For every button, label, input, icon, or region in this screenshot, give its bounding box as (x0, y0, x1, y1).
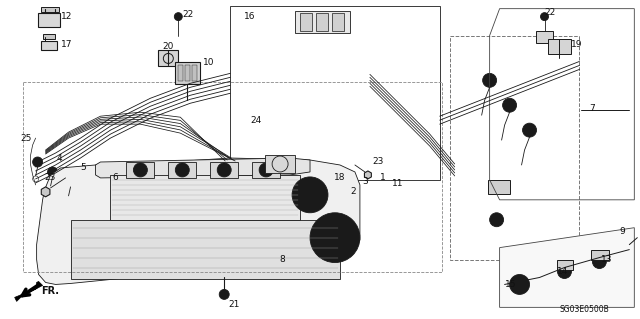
Bar (175, 63, 200, 84)
Circle shape (174, 13, 182, 21)
Bar (38, 13, 60, 26)
Bar (22, 82, 442, 271)
Circle shape (175, 163, 189, 177)
Bar (265, 155, 295, 173)
Circle shape (502, 98, 516, 112)
Text: 18: 18 (334, 174, 346, 182)
Bar (488, 180, 509, 194)
Circle shape (483, 73, 497, 87)
Text: 21: 21 (228, 300, 239, 309)
Polygon shape (41, 187, 50, 197)
Circle shape (259, 163, 273, 177)
Polygon shape (364, 171, 371, 179)
Circle shape (490, 213, 504, 227)
Circle shape (65, 177, 76, 187)
Circle shape (292, 177, 328, 213)
Text: 24: 24 (250, 116, 261, 125)
Circle shape (557, 264, 572, 278)
Bar (295, 11, 350, 33)
Circle shape (522, 123, 536, 137)
Bar (192, 65, 197, 81)
Circle shape (47, 167, 58, 177)
Bar (210, 162, 238, 178)
Text: FR.: FR. (42, 286, 60, 296)
Circle shape (310, 213, 360, 263)
Text: 17: 17 (61, 40, 72, 49)
Bar (186, 65, 190, 81)
Polygon shape (15, 281, 43, 301)
Bar (179, 65, 183, 81)
Circle shape (509, 274, 529, 294)
Polygon shape (500, 228, 634, 307)
Bar (158, 50, 179, 66)
Text: 23: 23 (372, 158, 383, 167)
Text: 16: 16 (244, 12, 255, 21)
Polygon shape (70, 220, 340, 279)
Text: 13: 13 (602, 255, 613, 264)
Text: 23: 23 (45, 174, 56, 182)
Text: 25: 25 (20, 134, 32, 143)
Circle shape (593, 255, 606, 269)
Text: SG03E0500B: SG03E0500B (559, 305, 609, 314)
Bar (547, 39, 572, 55)
Text: 22: 22 (545, 8, 556, 17)
Circle shape (327, 230, 343, 246)
Bar (316, 13, 328, 31)
Text: 9: 9 (620, 227, 625, 236)
Bar (557, 260, 573, 270)
Bar (127, 162, 154, 178)
Bar (43, 33, 54, 39)
Text: 7: 7 (589, 104, 595, 113)
Polygon shape (95, 158, 310, 178)
Bar (450, 35, 579, 260)
Bar (591, 249, 609, 260)
Text: 14: 14 (557, 267, 568, 276)
Text: 6: 6 (113, 174, 118, 182)
Text: 1: 1 (380, 174, 386, 182)
Text: 11: 11 (392, 179, 403, 189)
Bar (168, 162, 196, 178)
Bar (536, 31, 554, 42)
Text: 12: 12 (61, 12, 72, 21)
Text: 4: 4 (56, 153, 62, 162)
Text: 15: 15 (504, 280, 516, 289)
Bar (40, 41, 56, 50)
Bar (40, 7, 59, 12)
Bar (252, 162, 280, 178)
Text: 3: 3 (362, 177, 367, 186)
Circle shape (541, 13, 548, 21)
Text: 2: 2 (350, 187, 356, 197)
Text: 10: 10 (204, 58, 215, 67)
Text: 8: 8 (279, 255, 285, 264)
Text: 20: 20 (163, 42, 173, 51)
Polygon shape (111, 175, 300, 220)
Circle shape (217, 163, 231, 177)
Circle shape (220, 289, 229, 300)
Circle shape (133, 163, 147, 177)
Bar (332, 13, 344, 31)
Text: 22: 22 (182, 10, 193, 19)
Bar (300, 13, 312, 31)
Text: 19: 19 (572, 40, 583, 49)
Bar (230, 6, 440, 180)
Circle shape (33, 157, 43, 167)
Polygon shape (36, 158, 360, 285)
Text: 5: 5 (81, 163, 86, 173)
